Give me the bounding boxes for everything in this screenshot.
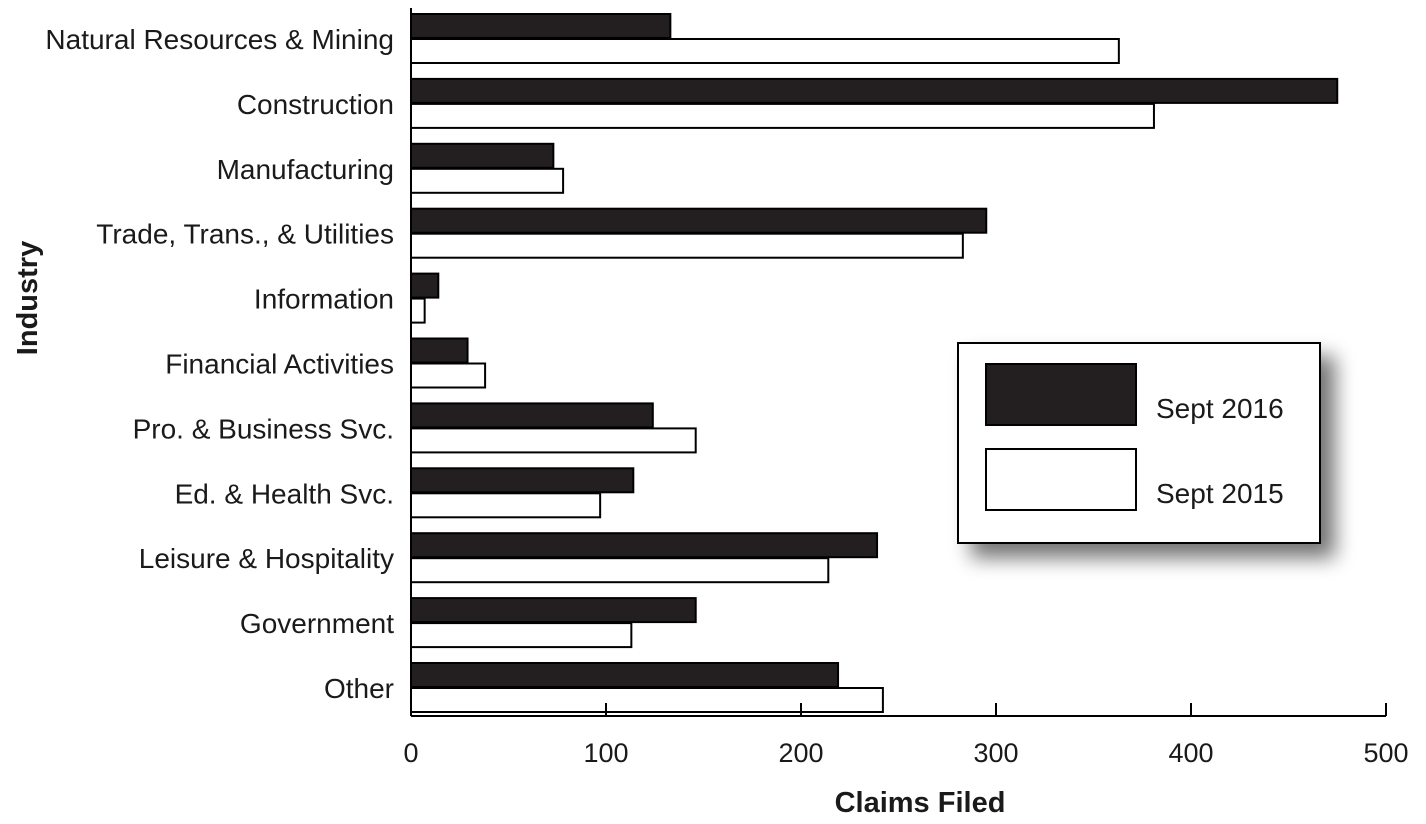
bar-sept-2016-financial-activities (410, 337, 469, 364)
category-label-construction: Construction (237, 89, 394, 120)
category-label-natural-resources-mining: Natural Resources & Mining (45, 24, 394, 55)
bar-sept-2015-pro-business-svc (410, 427, 697, 454)
bar-sept-2015-leisure-hospitality (410, 557, 830, 584)
bar-sept-2016-government (410, 597, 697, 624)
legend-swatch-sept-2015 (985, 448, 1137, 511)
bars-group (410, 13, 1339, 713)
bar-sept-2016-manufacturing (410, 142, 555, 169)
category-label-manufacturing: Manufacturing (217, 154, 394, 185)
legend-label-sept-2015: Sept 2015 (1156, 478, 1284, 509)
bar-sept-2016-trade-trans-utilities (410, 207, 988, 234)
bar-sept-2016-other (410, 662, 840, 688)
bar-sept-2015-information (410, 297, 426, 324)
bar-sept-2016-natural-resources-mining (410, 13, 672, 39)
legend-swatch-sept-2016 (985, 363, 1137, 426)
y-axis-title: Industry (12, 241, 44, 355)
category-label-trade-trans-utilities: Trade, Trans., & Utilities (96, 219, 394, 250)
bar-sept-2015-ed-health-svc (410, 492, 602, 519)
legend: Sept 2016 Sept 2015 (957, 342, 1321, 544)
x-tick-label-100: 100 (583, 738, 628, 768)
bar-sept-2015-manufacturing (410, 167, 565, 194)
category-label-information: Information (254, 284, 394, 315)
x-tick-label-300: 300 (973, 738, 1018, 768)
bar-sept-2015-construction (410, 102, 1155, 129)
category-label-pro-business-svc: Pro. & Business Svc. (133, 413, 394, 444)
category-label-leisure-hospitality: Leisure & Hospitality (139, 543, 394, 574)
bar-sept-2015-other (410, 687, 884, 713)
category-label-ed-health-svc: Ed. & Health Svc. (175, 478, 394, 509)
bar-sept-2016-information (410, 272, 440, 299)
category-label-government: Government (240, 608, 394, 639)
x-ticks: 0 100 200 300 400 500 (403, 703, 1409, 768)
x-tick-label-200: 200 (778, 738, 823, 768)
x-tick-label-0: 0 (403, 738, 418, 768)
bar-sept-2016-construction (410, 77, 1339, 104)
x-tick-label-400: 400 (1168, 738, 1213, 768)
legend-label-sept-2016: Sept 2016 (1156, 393, 1284, 424)
bar-sept-2015-government (410, 622, 633, 649)
bar-sept-2015-financial-activities (410, 362, 487, 389)
bar-sept-2015-trade-trans-utilities (410, 232, 964, 259)
bar-sept-2016-ed-health-svc (410, 467, 635, 494)
category-labels: Natural Resources & Mining Construction Ma… (45, 24, 394, 704)
bar-sept-2016-pro-business-svc (410, 402, 654, 429)
category-label-other: Other (324, 673, 394, 704)
x-axis-title: Claims Filed (835, 787, 1006, 819)
x-tick-label-500: 500 (1363, 738, 1408, 768)
category-label-financial-activities: Financial Activities (165, 349, 394, 380)
bar-sept-2015-natural-resources-mining (410, 38, 1120, 64)
bar-sept-2016-leisure-hospitality (410, 532, 879, 559)
